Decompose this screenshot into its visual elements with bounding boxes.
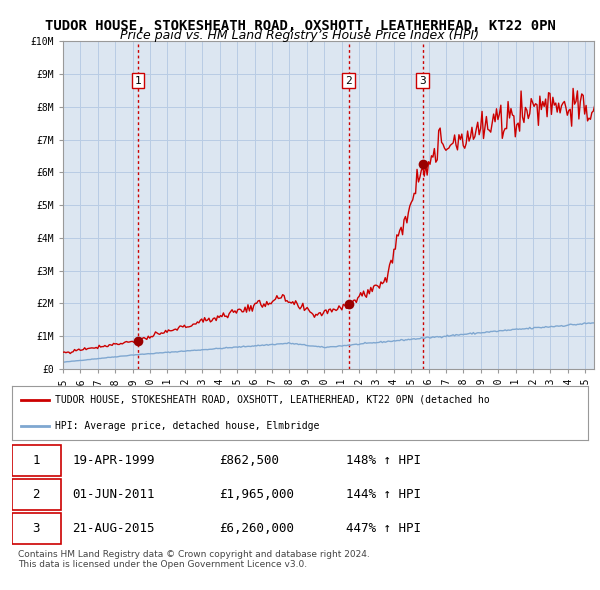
Text: £6,260,000: £6,260,000 [220, 522, 295, 535]
Text: 447% ↑ HPI: 447% ↑ HPI [346, 522, 421, 535]
Text: 148% ↑ HPI: 148% ↑ HPI [346, 454, 421, 467]
Text: £1,965,000: £1,965,000 [220, 487, 295, 501]
Text: 19-APR-1999: 19-APR-1999 [73, 454, 155, 467]
FancyBboxPatch shape [12, 478, 61, 510]
FancyBboxPatch shape [12, 445, 61, 476]
Text: 3: 3 [419, 76, 426, 86]
Text: 2: 2 [32, 487, 40, 501]
FancyBboxPatch shape [12, 513, 61, 544]
Text: TUDOR HOUSE, STOKESHEATH ROAD, OXSHOTT, LEATHERHEAD, KT22 0PN (detached ho: TUDOR HOUSE, STOKESHEATH ROAD, OXSHOTT, … [55, 395, 490, 405]
Text: TUDOR HOUSE, STOKESHEATH ROAD, OXSHOTT, LEATHERHEAD, KT22 0PN: TUDOR HOUSE, STOKESHEATH ROAD, OXSHOTT, … [44, 19, 556, 33]
Text: 144% ↑ HPI: 144% ↑ HPI [346, 487, 421, 501]
Text: 2: 2 [345, 76, 352, 86]
Text: Price paid vs. HM Land Registry’s House Price Index (HPI): Price paid vs. HM Land Registry’s House … [121, 30, 479, 42]
Text: 3: 3 [32, 522, 40, 535]
Text: 1: 1 [134, 76, 141, 86]
Text: Contains HM Land Registry data © Crown copyright and database right 2024.
This d: Contains HM Land Registry data © Crown c… [18, 550, 370, 569]
Text: 21-AUG-2015: 21-AUG-2015 [73, 522, 155, 535]
Text: 1: 1 [32, 454, 40, 467]
Text: £862,500: £862,500 [220, 454, 280, 467]
Text: 01-JUN-2011: 01-JUN-2011 [73, 487, 155, 501]
Text: HPI: Average price, detached house, Elmbridge: HPI: Average price, detached house, Elmb… [55, 421, 320, 431]
